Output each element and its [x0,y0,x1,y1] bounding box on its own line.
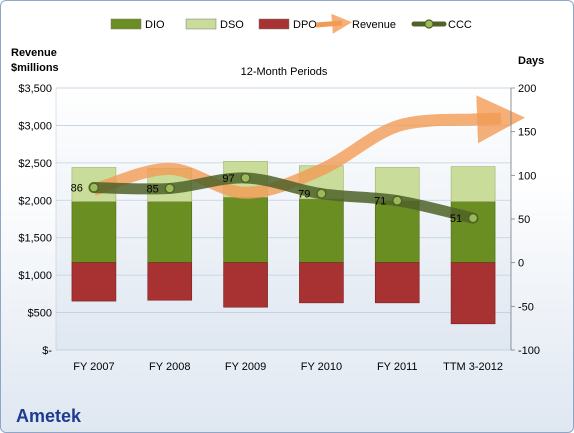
ccc-point [316,188,327,199]
dpo-bar [147,262,193,301]
dpo-bar [223,262,268,308]
left-tick-label: $1,000 [18,270,52,282]
legend: DIO DSO DPO Revenue CCC [110,13,472,34]
right-tick-label: 150 [518,127,536,139]
ccc-point [240,172,251,184]
dso-bar [450,166,496,202]
dpo-bar [299,262,344,304]
ccc-data-label: 97 [222,173,234,185]
right-tick-label: 100 [518,170,536,182]
dpo-bar [450,262,496,325]
category-label: FY 2008 [149,361,190,373]
dio-bar [147,201,193,263]
legend-label: CCC [448,19,472,31]
category-label: FY 2010 [301,361,342,373]
category-label: FY 2011 [377,361,418,373]
category-label: TTM 3-2012 [443,361,503,373]
ccc-point [467,212,479,224]
dio-bar [223,196,268,263]
right-tick-label: 50 [518,214,530,226]
left-axis-label-line1: Revenue [11,47,57,59]
ccc-point [164,183,175,194]
category-label: FY 2007 [73,361,114,373]
dpo-bar [374,262,420,304]
legend-ccc-marker [424,19,434,29]
dpo-bar [71,262,117,302]
ccc-data-label: 51 [450,213,462,225]
legend-label: Revenue [352,19,396,31]
category-label: FY 2009 [225,361,266,373]
legend-dso-swatch [185,18,217,30]
left-tick-label: $- [42,345,52,357]
legend-label: DPO [293,19,317,31]
dio-bar [71,201,117,263]
ccc-point [392,195,403,206]
legend-label: DSO [220,19,244,31]
plot-area [55,87,512,351]
right-tick-label: -100 [518,345,540,357]
left-tick-label: $1,500 [18,233,52,245]
dio-bar [299,198,344,263]
right-tick-label: -50 [518,301,534,313]
left-tick-label: $2,000 [18,195,52,207]
right-tick-label: 200 [518,83,536,95]
chart-title: 12-Month Periods [241,66,328,78]
left-tick-label: $3,500 [18,83,52,95]
left-tick-label: $500 [28,308,52,320]
ccc-line [88,172,479,224]
left-tick-label: $2,500 [18,158,52,170]
right-tick-label: 0 [518,258,524,270]
legend-dpo-swatch [258,18,290,30]
ccc-point [88,182,100,193]
left-tick-label: $3,000 [18,120,52,132]
dio-bar [374,200,420,263]
right-axis-label: Days [518,55,544,67]
left-axis-label-line2: $millions [11,62,59,74]
ccc-data-label: 85 [147,183,159,195]
legend-revenue-icon [315,13,352,34]
ccc-data-label: 86 [71,183,83,195]
legend-label: DIO [145,19,165,31]
legend-dio-swatch [110,18,142,30]
ccc-data-label: 79 [298,189,310,201]
ccc-data-label: 71 [374,196,386,208]
company-name: Ametek [16,406,82,426]
